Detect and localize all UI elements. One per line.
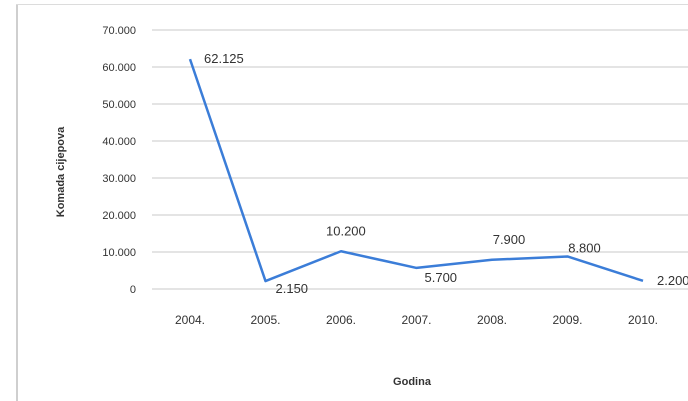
y-tick-label: 30.000 — [102, 173, 136, 185]
y-tick-label: 40.000 — [102, 136, 136, 148]
x-tick-labels: 2004. 2005. 2006. 2007. 2008. 2009. 2010. — [175, 313, 658, 327]
gridlines — [152, 29, 688, 290]
left-border — [16, 4, 18, 401]
data-labels: 62.125 2.150 10.200 5.700 7.900 8.800 2.200 — [204, 51, 688, 296]
series-group — [188, 58, 644, 283]
data-label: 62.125 — [204, 51, 244, 66]
x-tick-label: 2009. — [552, 313, 582, 327]
y-tick-label: 0 — [130, 284, 136, 296]
x-axis-title: Godina — [393, 376, 432, 388]
data-label: 8.800 — [568, 240, 601, 255]
y-tick-labels: 0 10.000 20.000 30.000 40.000 50.000 60.000 70.… — [102, 25, 136, 296]
y-tick-label: 10.000 — [102, 247, 136, 259]
x-tick-label: 2008. — [477, 313, 507, 327]
data-label: 2.150 — [276, 281, 309, 296]
y-tick-label: 20.000 — [102, 210, 136, 222]
data-label: 10.200 — [326, 223, 366, 238]
data-label: 7.900 — [493, 232, 526, 247]
series-line — [188, 58, 644, 283]
x-tick-label: 2010. — [628, 313, 658, 327]
top-border — [16, 4, 688, 5]
y-axis-title: Komada cijepova — [55, 126, 67, 217]
x-tick-label: 2007. — [401, 313, 431, 327]
x-tick-label: 2004. — [175, 313, 205, 327]
x-tick-label: 2005. — [250, 313, 280, 327]
data-label: 5.700 — [425, 270, 458, 285]
y-tick-label: 50.000 — [102, 99, 136, 111]
x-tick-label: 2006. — [326, 313, 356, 327]
y-tick-label: 60.000 — [102, 62, 136, 74]
data-label: 2.200 — [657, 273, 688, 288]
y-tick-label: 70.000 — [102, 25, 136, 37]
